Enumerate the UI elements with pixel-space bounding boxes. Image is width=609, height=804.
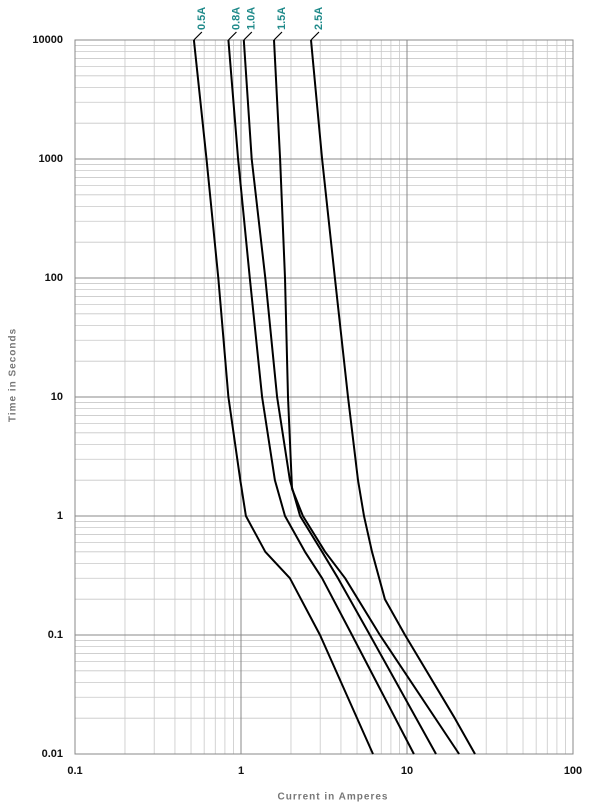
y-axis-label: Time in Seconds — [8, 328, 19, 422]
y-tick-label: 1000 — [39, 153, 63, 165]
x-tick-label: 0.1 — [67, 765, 82, 777]
curve — [192, 39, 374, 755]
y-tick-label: 10000 — [32, 34, 63, 46]
y-tick-label: 100 — [45, 272, 63, 284]
x-axis-label: Current in Amperes — [278, 792, 389, 803]
y-tick-label: 0.01 — [42, 748, 63, 760]
label-leader — [193, 31, 203, 41]
x-tick-label: 10 — [401, 765, 413, 777]
plot-frame — [74, 39, 574, 755]
label-leader — [273, 31, 283, 41]
legend-label: 0.8A — [230, 7, 242, 30]
curve — [310, 39, 476, 755]
legend-label: 1.5A — [276, 7, 288, 30]
label-leader — [228, 31, 237, 41]
x-tick-label: 1 — [238, 765, 244, 777]
y-tick-label: 10 — [51, 391, 63, 403]
curve — [273, 39, 460, 755]
legend-label: 0.5A — [196, 7, 208, 30]
y-tick-label: 0.1 — [48, 629, 63, 641]
label-leader — [310, 31, 320, 41]
legend-label: 2.5A — [313, 7, 325, 30]
label-leader — [243, 31, 253, 41]
legend-label: 1.0A — [246, 7, 258, 30]
x-tick-label: 100 — [564, 765, 582, 777]
y-tick-label: 1 — [57, 510, 63, 522]
curve — [227, 39, 415, 755]
